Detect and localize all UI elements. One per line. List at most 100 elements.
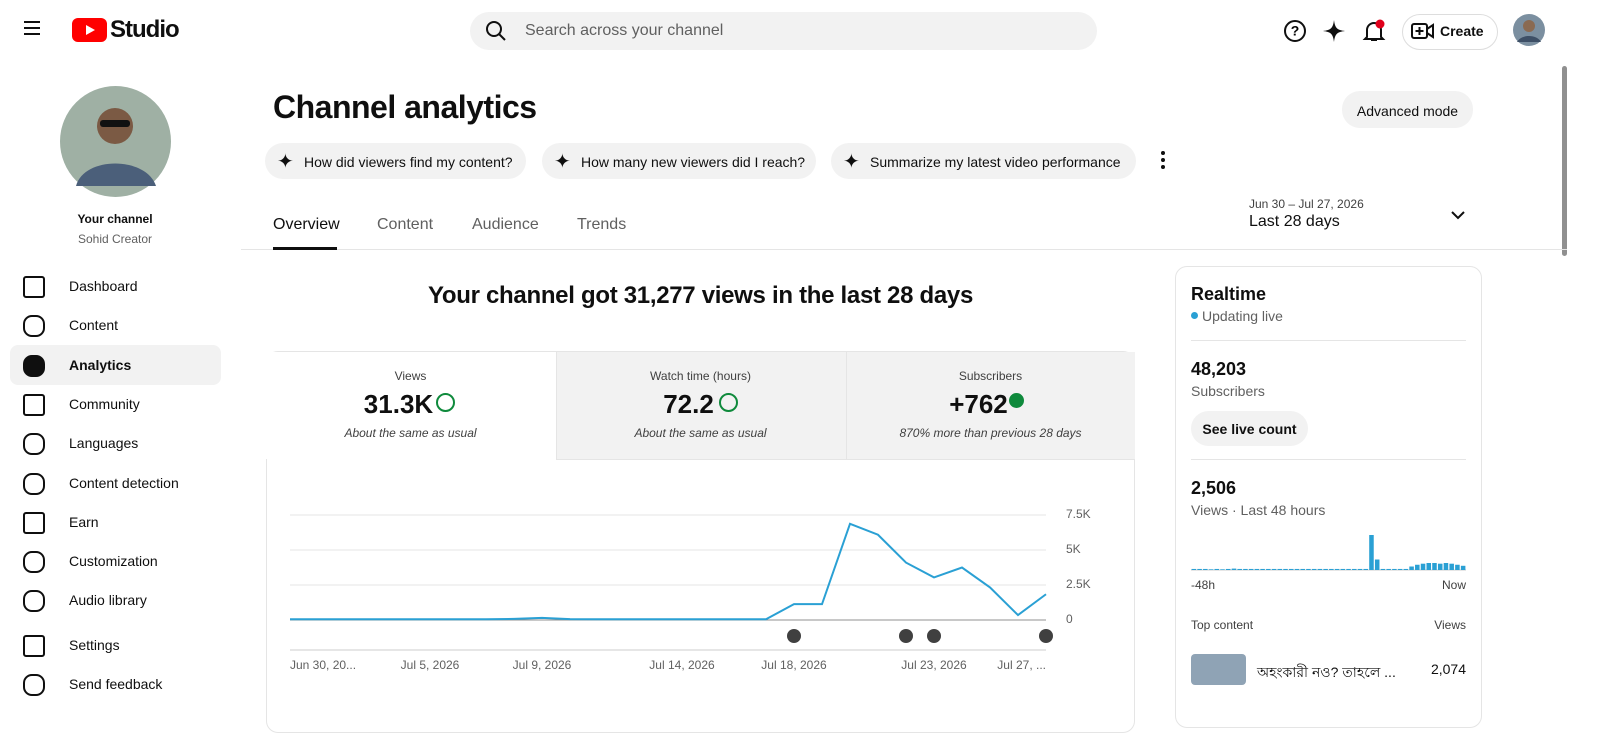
headline: Your channel got 31,277 views in the las… xyxy=(427,282,974,309)
nav-item[interactable]: Dashboard xyxy=(69,278,138,294)
bar xyxy=(1437,563,1443,570)
page-title: Channel analytics xyxy=(273,89,537,125)
dropdown-icon[interactable] xyxy=(1448,205,1468,225)
prompt-chip[interactable] xyxy=(265,143,526,179)
x-tick-label: Jul 5, 2026 xyxy=(401,658,460,672)
nav-item[interactable]: Analytics xyxy=(69,356,132,373)
nav-icon[interactable] xyxy=(23,551,45,574)
tab[interactable]: Overview xyxy=(273,216,340,233)
bar xyxy=(1288,568,1294,570)
views-column-label: Views xyxy=(1434,618,1466,632)
scrollbar[interactable] xyxy=(1562,66,1567,256)
bar xyxy=(1260,568,1265,570)
metric-note: About the same as usual xyxy=(634,426,767,440)
prompt-text: How many new viewers did I reach? xyxy=(581,154,806,170)
nav-icon[interactable] xyxy=(23,393,45,416)
date-range[interactable]: Jun 30 – Jul 27, 2026 xyxy=(1249,197,1364,211)
metric-value: +762 xyxy=(949,389,1008,419)
bar xyxy=(1243,568,1248,570)
create-button[interactable] xyxy=(1402,14,1498,50)
nav-icon[interactable] xyxy=(23,276,45,298)
bar xyxy=(1300,568,1305,570)
tab[interactable]: Trends xyxy=(577,216,627,233)
bell-icon[interactable] xyxy=(1361,18,1387,44)
account-avatar[interactable] xyxy=(1513,14,1545,46)
nav-icon[interactable] xyxy=(23,634,45,657)
nav-item[interactable]: Customization xyxy=(69,553,158,570)
bar xyxy=(1254,568,1260,570)
bar xyxy=(1403,568,1409,570)
metric-value: 31.3K xyxy=(363,389,434,419)
create-icon xyxy=(1411,23,1434,39)
thumbnail[interactable] xyxy=(1191,654,1246,685)
bar xyxy=(1191,568,1197,570)
nav-icon[interactable] xyxy=(23,315,45,338)
tab-underline xyxy=(273,247,337,250)
tab[interactable]: Content xyxy=(377,216,434,233)
nav-icon[interactable] xyxy=(23,590,45,613)
bar xyxy=(1357,568,1363,570)
metric-label: Watch time (hours) xyxy=(650,369,751,383)
bar xyxy=(1248,568,1254,570)
y-tick-label: 0 xyxy=(1066,612,1073,626)
bar xyxy=(1237,568,1242,570)
nav-active-bg xyxy=(10,344,221,385)
period[interactable]: Last 28 days xyxy=(1249,213,1340,230)
x-tick-label: Jul 14, 2026 xyxy=(649,658,715,672)
bar xyxy=(1294,568,1300,570)
realtime-status: Updating live xyxy=(1202,308,1283,324)
menu-icon[interactable] xyxy=(18,14,46,42)
nav-icon[interactable] xyxy=(23,354,45,377)
nav-item[interactable]: Languages xyxy=(69,435,139,452)
logo-icon[interactable] xyxy=(72,18,108,42)
metric-note: About the same as usual xyxy=(344,426,477,440)
upload-marker xyxy=(787,629,801,643)
advanced-mode-button[interactable] xyxy=(1342,91,1473,128)
y-tick-label: 5K xyxy=(1066,542,1081,556)
nav-item[interactable]: Earn xyxy=(69,513,99,530)
live-count-button[interactable] xyxy=(1191,411,1308,446)
nav-icon[interactable] xyxy=(23,433,45,456)
bar xyxy=(1460,565,1466,570)
y-tick-label: 2.5K xyxy=(1066,577,1091,591)
nav-item[interactable]: Content xyxy=(69,317,119,334)
line xyxy=(290,522,1047,621)
bar xyxy=(1409,566,1414,570)
nav-item[interactable]: Settings xyxy=(69,636,120,653)
metric-tab[interactable] xyxy=(266,352,555,459)
bar xyxy=(1449,563,1454,570)
nav-item[interactable]: Content detection xyxy=(69,474,179,491)
bar xyxy=(1420,563,1426,570)
nav-icon[interactable] xyxy=(23,674,45,696)
nav-icon[interactable] xyxy=(23,472,45,495)
bar xyxy=(1203,568,1208,570)
nav-item[interactable]: Community xyxy=(69,395,140,412)
item-title[interactable]: অহংকারী নও? তাহলে ... xyxy=(1257,664,1396,680)
more-icon[interactable] xyxy=(1153,150,1173,170)
spark-icon[interactable] xyxy=(1322,19,1346,43)
prompt-chip[interactable] xyxy=(831,143,1136,179)
nav-icon[interactable] xyxy=(23,511,45,534)
help-icon[interactable]: ? xyxy=(1282,18,1308,44)
nav-item[interactable]: Audio library xyxy=(69,592,147,609)
metric-tab[interactable] xyxy=(846,352,1135,460)
search-placeholder: Search across your channel xyxy=(525,22,724,39)
live-dot xyxy=(1191,312,1198,319)
tab[interactable]: Audience xyxy=(472,216,539,233)
svg-text:?: ? xyxy=(1291,23,1300,39)
prompt-chip[interactable] xyxy=(542,143,816,179)
bar xyxy=(1214,568,1220,570)
create-label: Create xyxy=(1440,23,1484,39)
nav-item[interactable]: Send feedback xyxy=(69,676,163,692)
body: Studio Search across your channel ? Crea… xyxy=(10,12,1567,733)
logo-text[interactable]: Studio xyxy=(110,16,180,43)
metric-value: 72.2 xyxy=(663,389,714,419)
metric-tab[interactable] xyxy=(556,352,846,460)
bar xyxy=(1397,568,1403,570)
channel-avatar[interactable] xyxy=(60,86,171,197)
upload-marker xyxy=(1039,629,1053,643)
search-box[interactable] xyxy=(470,12,1097,50)
tab-divider xyxy=(241,249,1567,250)
bar xyxy=(1455,564,1460,570)
page: Channel analytics {"header": {"logo": "S… xyxy=(10,12,1567,733)
